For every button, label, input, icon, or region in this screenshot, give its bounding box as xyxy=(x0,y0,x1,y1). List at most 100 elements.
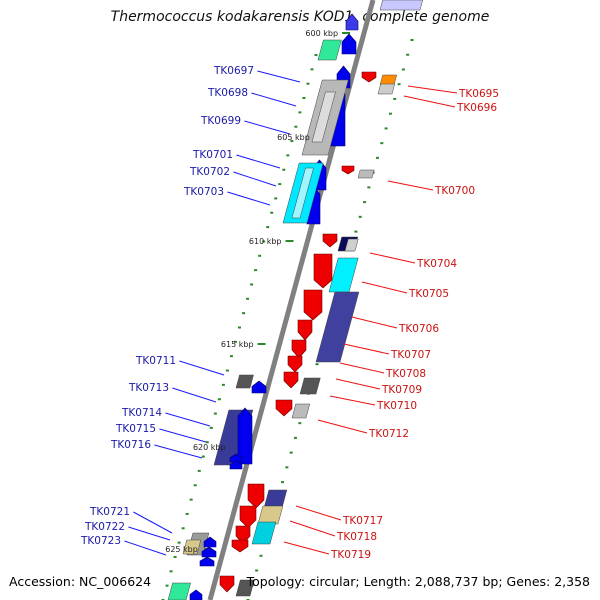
conserved-block xyxy=(299,377,321,395)
reverse-leader-line xyxy=(351,316,398,329)
forward-leader-line xyxy=(179,360,225,376)
reverse-leader-line xyxy=(335,378,381,390)
forward-gene xyxy=(229,453,243,463)
conserved-block xyxy=(379,0,423,11)
reverse-gene-label: TK0709 xyxy=(381,384,422,396)
genome-backbone xyxy=(207,0,376,600)
conserved-block xyxy=(344,238,359,252)
forward-gene xyxy=(345,13,359,31)
forward-gene-label: TK0711 xyxy=(135,355,176,367)
conserved-block xyxy=(235,579,255,597)
reverse-gene-label: TK0695 xyxy=(458,88,499,100)
reverse-gene xyxy=(275,399,293,417)
reverse-gene-label: TK0707 xyxy=(390,349,431,361)
reverse-gene xyxy=(341,165,355,175)
label-leader-lines xyxy=(124,70,458,556)
reverse-gene-label: TK0719 xyxy=(330,549,371,561)
forward-leader-line xyxy=(172,387,217,403)
reverse-leader-line xyxy=(329,395,376,406)
reverse-gene xyxy=(313,253,333,289)
reverse-leader-line xyxy=(361,281,408,294)
scale-tick-label: 600 kbp xyxy=(305,29,338,38)
reverse-leader-line xyxy=(339,362,385,374)
reverse-gene xyxy=(247,483,265,509)
reverse-leader-line xyxy=(407,85,458,94)
forward-gene xyxy=(341,33,357,55)
reverse-gene xyxy=(239,505,257,529)
conserved-block xyxy=(377,83,396,95)
forward-gene-label: TK0701 xyxy=(192,149,233,161)
forward-leader-line xyxy=(124,540,167,556)
reverse-gene-label: TK0706 xyxy=(398,323,439,335)
reverse-gene-label: TK0710 xyxy=(376,400,417,412)
backbone-group xyxy=(207,0,376,600)
forward-leader-line xyxy=(257,70,301,83)
reverse-gene xyxy=(361,71,377,83)
reverse-leader-line xyxy=(317,419,368,434)
scale-tick-label: 605 kbp xyxy=(277,133,310,142)
conserved-block xyxy=(251,521,277,545)
forward-leader-line xyxy=(128,526,171,541)
forward-leader-line xyxy=(251,92,297,107)
reverse-gene-label: TK0700 xyxy=(434,185,475,197)
scale-tick-label: 615 kbp xyxy=(221,340,254,349)
reverse-leader-line xyxy=(289,520,336,537)
reverse-leader-line xyxy=(369,252,416,264)
forward-gene xyxy=(203,536,217,548)
forward-leader-line xyxy=(133,511,173,534)
forward-gene xyxy=(229,460,243,470)
reverse-leader-line xyxy=(283,541,330,555)
forward-gene-label: TK0714 xyxy=(121,407,162,419)
map-title: Thermococcus kodakarensis KOD1, complete… xyxy=(110,9,490,25)
forward-gene-label: TK0713 xyxy=(128,382,169,394)
conserved-block xyxy=(291,403,311,419)
conserved-block xyxy=(357,169,375,179)
forward-leader-line xyxy=(233,171,277,187)
forward-gene-label: TK0722 xyxy=(84,521,125,533)
reverse-gene-label: TK0712 xyxy=(368,428,409,440)
forward-gene-label: TK0716 xyxy=(110,439,151,451)
reverse-gene-label: TK0717 xyxy=(342,515,383,527)
gene-features xyxy=(167,0,423,600)
forward-gene-label: TK0721 xyxy=(89,506,130,518)
topology-text: Topology: circular; Length: 2,088,737 bp… xyxy=(246,574,590,589)
scale-tick-label: 620 kbp xyxy=(193,443,226,452)
scale-tick-label: 610 kbp xyxy=(249,237,282,246)
forward-gene xyxy=(189,589,203,600)
forward-leader-line xyxy=(154,444,203,459)
reverse-gene xyxy=(303,289,323,321)
reverse-gene-label: TK0708 xyxy=(385,368,426,380)
reverse-leader-line xyxy=(343,343,390,355)
forward-leader-line xyxy=(165,412,211,427)
conserved-block xyxy=(182,539,202,555)
forward-gene xyxy=(201,546,217,558)
forward-gene xyxy=(237,407,253,465)
conserved-block xyxy=(291,167,314,219)
reverse-gene xyxy=(322,233,338,248)
reverse-gene-label: TK0696 xyxy=(456,102,497,114)
reverse-gene xyxy=(231,539,249,553)
forward-gene-label: TK0715 xyxy=(115,423,156,435)
reverse-gene-label: TK0704 xyxy=(416,258,457,270)
reverse-gene xyxy=(287,355,303,373)
forward-gene-label: TK0699 xyxy=(200,115,241,127)
conserved-block xyxy=(167,582,191,600)
forward-gene-label: TK0723 xyxy=(80,535,121,547)
reverse-gene-label: TK0718 xyxy=(336,531,377,543)
reverse-leader-line xyxy=(403,95,456,108)
reverse-gene xyxy=(283,371,299,389)
conserved-block xyxy=(379,74,398,86)
forward-gene xyxy=(251,380,267,394)
conserved-block xyxy=(315,291,360,363)
reverse-leader-line xyxy=(387,180,434,191)
forward-gene xyxy=(199,556,215,567)
map-labels: 600 kbp 605 kbp 610 kbp 615 kbp 620 kbp 625 k… xyxy=(80,29,499,561)
reverse-leader-line xyxy=(295,505,342,521)
conserved-block xyxy=(311,91,336,143)
conserved-block xyxy=(235,374,254,389)
reverse-gene-label: TK0705 xyxy=(408,288,449,300)
forward-leader-line xyxy=(227,191,271,206)
conserved-block xyxy=(263,489,288,509)
